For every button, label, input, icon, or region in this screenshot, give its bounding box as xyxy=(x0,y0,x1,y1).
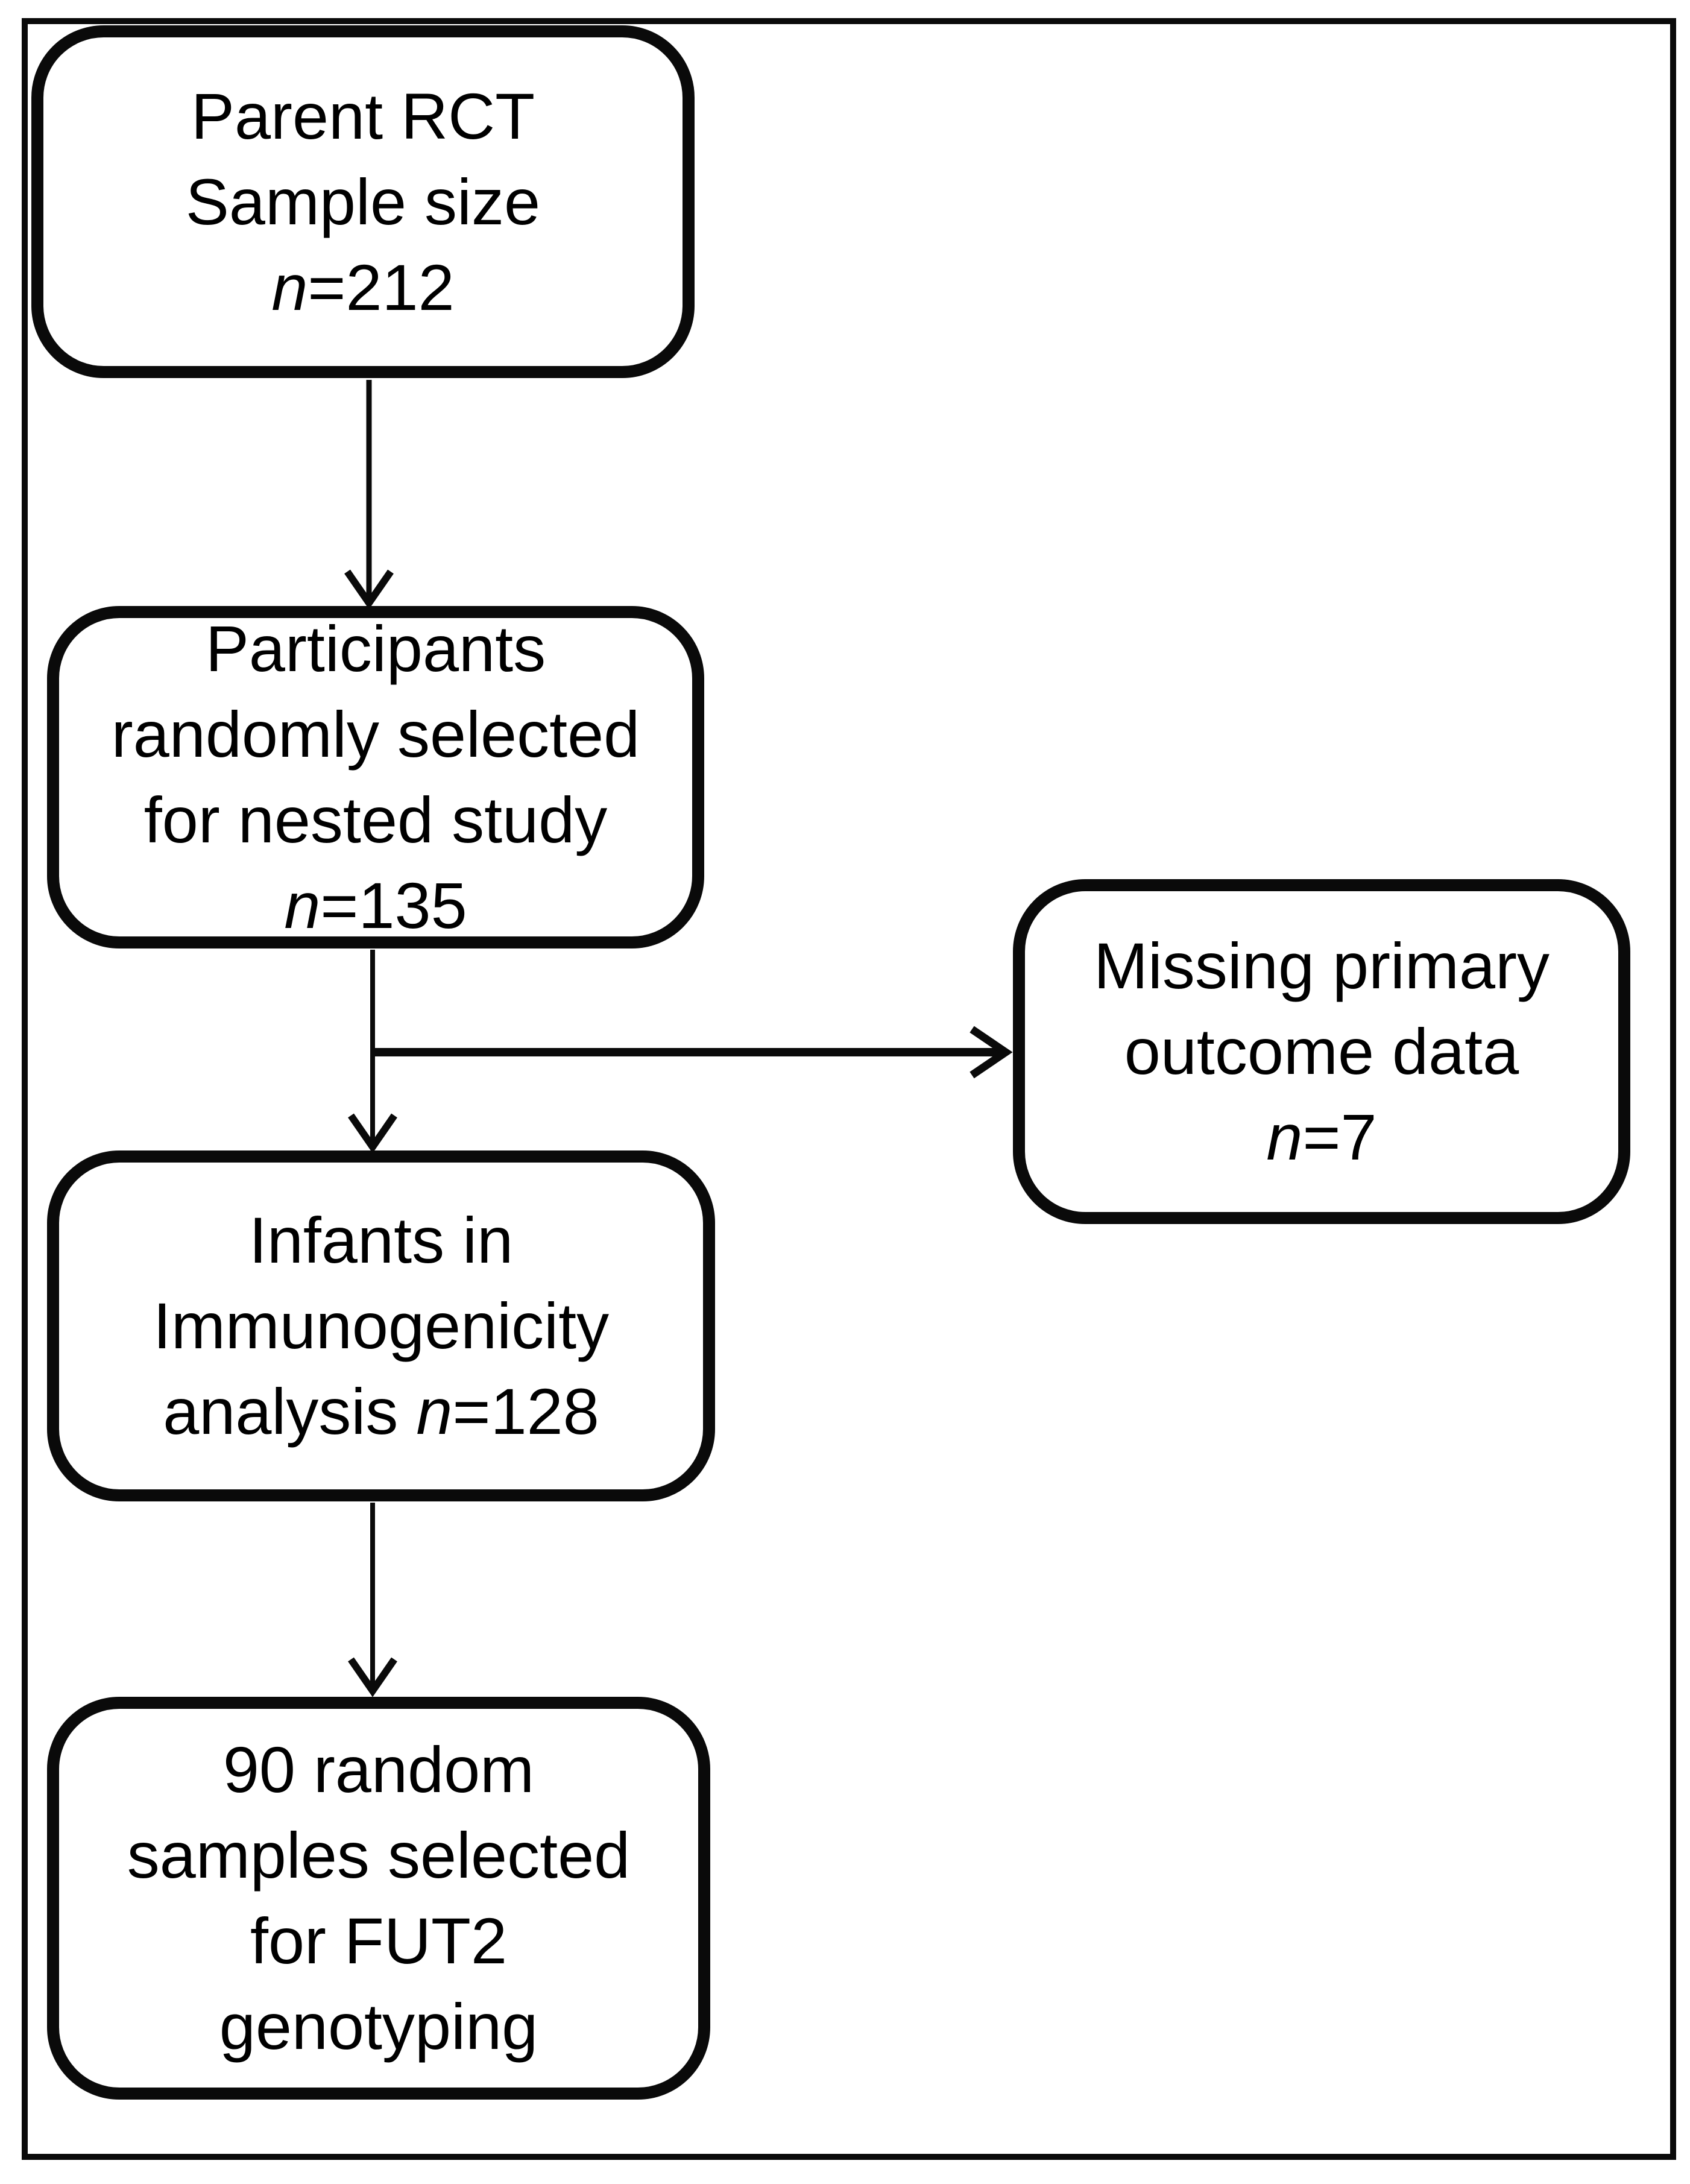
missing-outcome-sample-size: n=7 xyxy=(1266,1094,1376,1180)
immunogenicity-sample-size: analysis n=128 xyxy=(163,1369,599,1454)
n-variable: n xyxy=(284,869,321,942)
parent-rct-line-2: Sample size xyxy=(185,165,541,238)
parent-rct-line-1: Parent RCT xyxy=(191,79,535,153)
n-variable: n xyxy=(416,1375,453,1448)
missing-outcome-line-1: Missing primary xyxy=(1093,929,1550,1002)
nested-study-sample-size: n=135 xyxy=(284,863,467,948)
line-3-prefix: analysis xyxy=(163,1375,417,1448)
nested-study-line-1: Participants xyxy=(205,612,546,685)
fut2-line-4: genotyping xyxy=(219,1990,538,2063)
nested-study-line-2: randomly selected xyxy=(111,698,640,771)
missing-outcome-line-2: outcome data xyxy=(1124,1015,1519,1088)
fut2-line-1: 90 random xyxy=(222,1733,535,1806)
fut2-line-2: samples selected xyxy=(127,1819,631,1892)
flow-box-missing-outcome: Missing primary outcome data n=7 xyxy=(1013,879,1630,1224)
parent-rct-sample-size: n=212 xyxy=(271,245,454,330)
flow-box-parent-rct: Parent RCT Sample size n=212 xyxy=(31,25,695,378)
fut2-line-3: for FUT2 xyxy=(250,1904,508,1977)
n-value: =7 xyxy=(1302,1100,1377,1173)
immunogenicity-line-1: Infants in xyxy=(248,1204,514,1277)
n-value: =212 xyxy=(307,250,455,324)
nested-study-line-3: for nested study xyxy=(143,783,608,856)
n-value: =135 xyxy=(320,869,467,942)
immunogenicity-line-2: Immunogenicity xyxy=(153,1289,610,1362)
n-variable: n xyxy=(1266,1100,1303,1173)
n-variable: n xyxy=(271,250,308,324)
flow-box-fut2-genotyping: 90 random samples selected for FUT2 geno… xyxy=(47,1697,710,2100)
n-value: =128 xyxy=(452,1375,599,1448)
flow-box-immunogenicity: Infants in Immunogenicity analysis n=128 xyxy=(47,1150,715,1501)
flow-box-nested-study: Participants randomly selected for neste… xyxy=(47,606,704,948)
